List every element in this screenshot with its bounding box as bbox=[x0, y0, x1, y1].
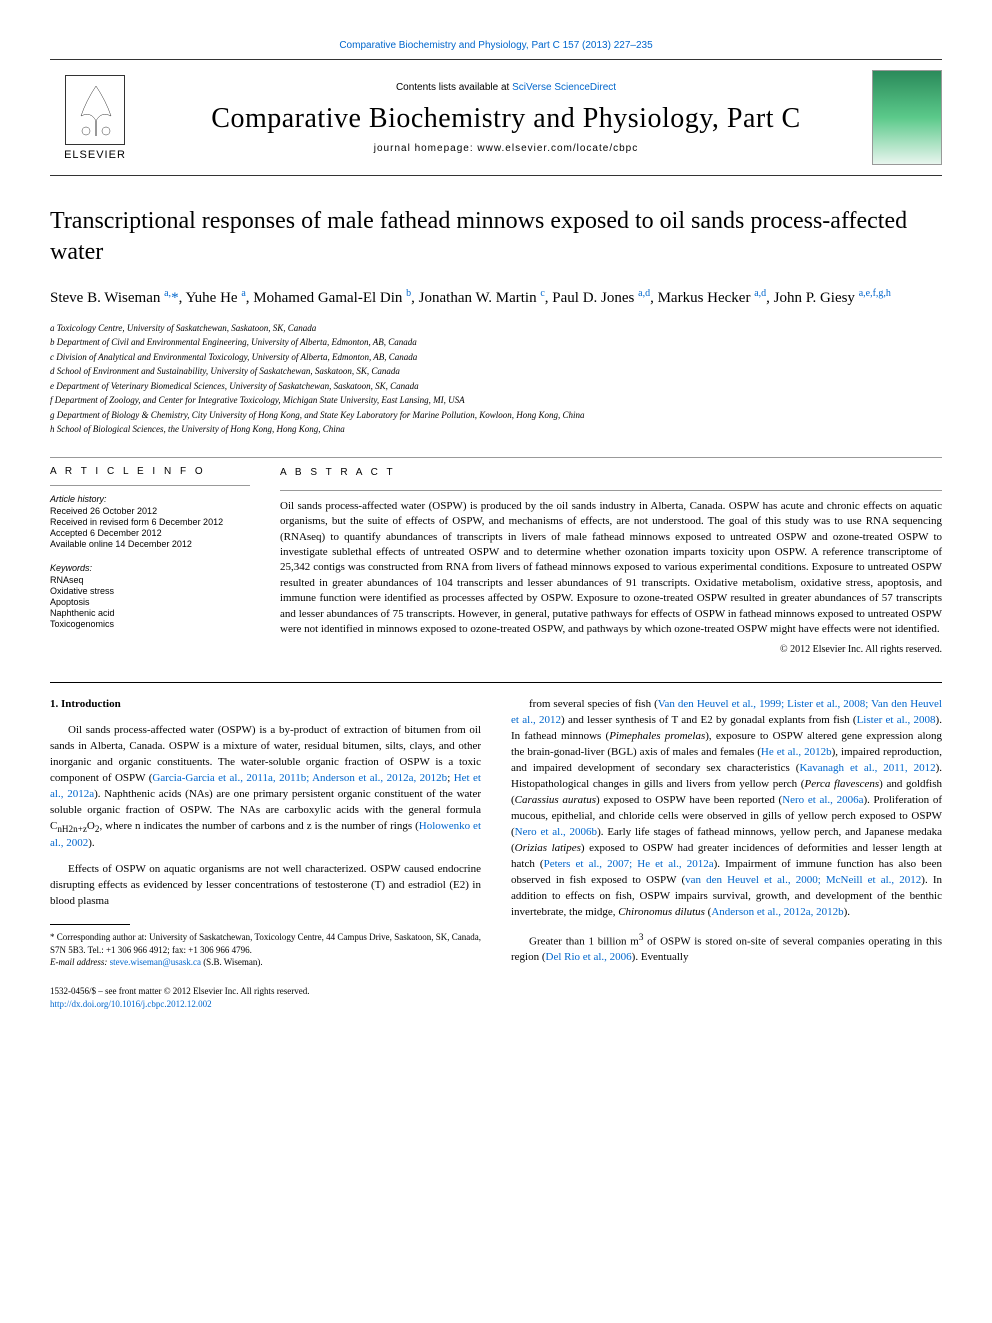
elsevier-logo: ELSEVIER bbox=[50, 70, 140, 165]
intro-heading: 1. Introduction bbox=[50, 697, 481, 713]
email-link[interactable]: steve.wiseman@usask.ca bbox=[110, 957, 201, 967]
affiliation-item: h School of Biological Sciences, the Uni… bbox=[50, 423, 942, 437]
history-item: Received in revised form 6 December 2012 bbox=[50, 517, 250, 527]
abstract-block: A B S T R A C T Oil sands process-affect… bbox=[280, 466, 942, 658]
keyword-item: Oxidative stress bbox=[50, 586, 250, 596]
abstract-heading: A B S T R A C T bbox=[280, 466, 942, 480]
ref-link[interactable]: Peters et al., 2007; He et al., 2012a bbox=[544, 858, 714, 870]
article-info-block: A R T I C L E I N F O Article history: R… bbox=[50, 466, 250, 658]
footnotes: * Corresponding author at: University of… bbox=[50, 931, 481, 969]
affiliation-item: f Department of Zoology, and Center for … bbox=[50, 394, 942, 408]
divider bbox=[50, 485, 250, 486]
keyword-item: Naphthenic acid bbox=[50, 608, 250, 618]
corresponding-author: * Corresponding author at: University of… bbox=[50, 931, 481, 956]
abstract-text: Oil sands process-affected water (OSPW) … bbox=[280, 499, 942, 638]
copyright-line: © 2012 Elsevier Inc. All rights reserved… bbox=[280, 643, 942, 657]
body-columns: 1. Introduction Oil sands process-affect… bbox=[50, 697, 942, 1010]
history-item: Received 26 October 2012 bbox=[50, 506, 250, 516]
affiliation-item: b Department of Civil and Environmental … bbox=[50, 336, 942, 350]
elsevier-tree-icon bbox=[65, 75, 125, 145]
affiliation-item: a Toxicology Centre, University of Saska… bbox=[50, 322, 942, 336]
ref-link[interactable]: Kavanagh et al., 2011, 2012 bbox=[799, 762, 935, 774]
journal-cover-image bbox=[872, 70, 942, 165]
top-citation-link[interactable]: Comparative Biochemistry and Physiology,… bbox=[50, 40, 942, 51]
section-divider bbox=[50, 682, 942, 683]
keywords-label: Keywords: bbox=[50, 563, 250, 573]
contents-prefix: Contents lists available at bbox=[396, 82, 512, 93]
affiliation-item: d School of Environment and Sustainabili… bbox=[50, 365, 942, 379]
contents-line: Contents lists available at SciVerse Sci… bbox=[140, 82, 872, 93]
footer-meta: 1532-0456/$ – see front matter © 2012 El… bbox=[50, 985, 481, 1010]
article-info-heading: A R T I C L E I N F O bbox=[50, 466, 250, 477]
ref-link[interactable]: Nero et al., 2006a bbox=[782, 794, 863, 806]
doi-link[interactable]: http://dx.doi.org/10.1016/j.cbpc.2012.12… bbox=[50, 999, 212, 1009]
homepage-line: journal homepage: www.elsevier.com/locat… bbox=[140, 143, 872, 154]
elsevier-label: ELSEVIER bbox=[64, 149, 126, 161]
ref-link[interactable]: van den Heuvel et al., 2000; McNeill et … bbox=[685, 874, 921, 886]
ref-link[interactable]: Lister et al., 2008 bbox=[857, 714, 936, 726]
affiliations-list: a Toxicology Centre, University of Saska… bbox=[50, 322, 942, 437]
affiliation-item: g Department of Biology & Chemistry, Cit… bbox=[50, 409, 942, 423]
history-item: Accepted 6 December 2012 bbox=[50, 528, 250, 538]
authors-list: Steve B. Wiseman a,*, Yuhe He a, Mohamed… bbox=[50, 286, 942, 310]
intro-p3: from several species of fish (Van den He… bbox=[511, 697, 942, 920]
keyword-item: Apoptosis bbox=[50, 597, 250, 607]
issn-line: 1532-0456/$ – see front matter © 2012 El… bbox=[50, 985, 481, 998]
history-label: Article history: bbox=[50, 494, 250, 504]
divider bbox=[280, 490, 942, 491]
ref-link[interactable]: Nero et al., 2006b bbox=[515, 826, 597, 838]
ref-link[interactable]: Garcia-Garcia et al., 2011a, 2011b; Ande… bbox=[152, 772, 447, 784]
homepage-url[interactable]: www.elsevier.com/locate/cbpc bbox=[477, 143, 638, 154]
keyword-item: RNAseq bbox=[50, 575, 250, 585]
intro-p1: Oil sands process-affected water (OSPW) … bbox=[50, 723, 481, 852]
ref-link[interactable]: Anderson et al., 2012a, 2012b bbox=[711, 906, 843, 918]
ref-link[interactable]: Del Rio et al., 2006 bbox=[546, 951, 632, 963]
journal-name: Comparative Biochemistry and Physiology,… bbox=[140, 103, 872, 135]
footnote-divider bbox=[50, 924, 130, 925]
affiliation-item: c Division of Analytical and Environment… bbox=[50, 351, 942, 365]
scidirect-link[interactable]: SciVerse ScienceDirect bbox=[512, 82, 616, 93]
history-item: Available online 14 December 2012 bbox=[50, 539, 250, 549]
ref-link[interactable]: He et al., 2012b bbox=[761, 746, 832, 758]
affiliation-item: e Department of Veterinary Biomedical Sc… bbox=[50, 380, 942, 394]
intro-p4: Greater than 1 billion m3 of OSPW is sto… bbox=[511, 931, 942, 967]
homepage-prefix: journal homepage: bbox=[374, 143, 478, 154]
divider bbox=[50, 457, 942, 458]
keyword-item: Toxicogenomics bbox=[50, 619, 250, 629]
email-line: E-mail address: steve.wiseman@usask.ca (… bbox=[50, 956, 481, 969]
article-title: Transcriptional responses of male fathea… bbox=[50, 206, 942, 268]
journal-header: ELSEVIER Contents lists available at Sci… bbox=[50, 59, 942, 176]
intro-p2: Effects of OSPW on aquatic organisms are… bbox=[50, 862, 481, 910]
